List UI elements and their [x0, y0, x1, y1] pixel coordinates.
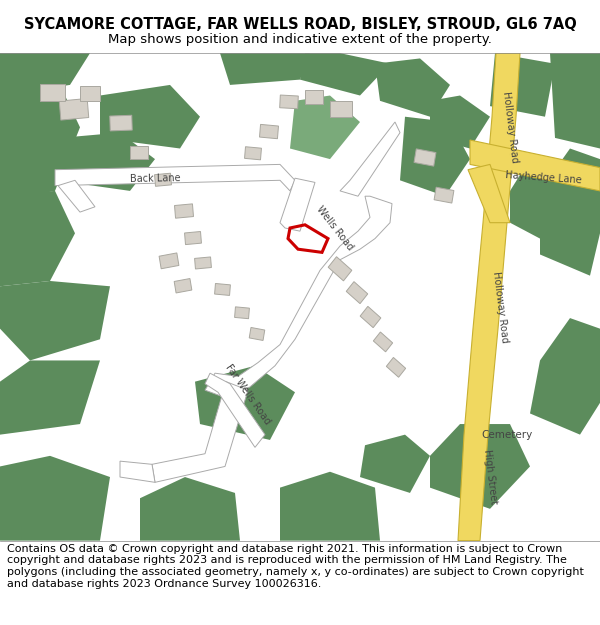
- Polygon shape: [530, 318, 600, 434]
- Text: Wells Road: Wells Road: [314, 204, 355, 252]
- Polygon shape: [0, 361, 100, 434]
- Polygon shape: [205, 373, 265, 448]
- Polygon shape: [470, 140, 600, 191]
- Polygon shape: [55, 164, 295, 191]
- Bar: [434, 188, 454, 203]
- Text: SYCAMORE COTTAGE, FAR WELLS ROAD, BISLEY, STROUD, GL6 7AQ: SYCAMORE COTTAGE, FAR WELLS ROAD, BISLEY…: [23, 17, 577, 32]
- Polygon shape: [375, 58, 450, 117]
- Polygon shape: [280, 472, 380, 541]
- Text: Far Wells Road: Far Wells Road: [224, 362, 272, 426]
- Text: Holloway Road: Holloway Road: [500, 91, 520, 164]
- Text: Back Lane: Back Lane: [130, 173, 181, 184]
- Bar: [174, 279, 192, 293]
- Text: Map shows position and indicative extent of the property.: Map shows position and indicative extent…: [108, 32, 492, 46]
- Bar: [249, 328, 265, 341]
- Polygon shape: [152, 382, 248, 482]
- Bar: [235, 307, 250, 319]
- Polygon shape: [400, 117, 470, 196]
- Bar: [175, 204, 193, 218]
- Polygon shape: [360, 434, 430, 493]
- Text: High Street: High Street: [482, 449, 499, 505]
- Bar: [330, 101, 352, 117]
- Polygon shape: [280, 178, 315, 231]
- Polygon shape: [490, 53, 555, 117]
- Polygon shape: [300, 53, 390, 96]
- Polygon shape: [458, 53, 520, 541]
- Polygon shape: [430, 96, 490, 149]
- Bar: [280, 95, 298, 109]
- Polygon shape: [100, 85, 200, 149]
- Bar: [194, 257, 211, 269]
- Bar: [155, 173, 172, 186]
- Text: Contains OS data © Crown copyright and database right 2021. This information is : Contains OS data © Crown copyright and d…: [7, 544, 584, 589]
- Polygon shape: [290, 96, 360, 159]
- Polygon shape: [0, 191, 75, 286]
- Polygon shape: [430, 424, 530, 509]
- Polygon shape: [540, 149, 600, 276]
- Text: Cemetery: Cemetery: [481, 429, 533, 439]
- Polygon shape: [55, 132, 155, 191]
- Bar: [328, 257, 352, 281]
- Polygon shape: [195, 366, 295, 440]
- Bar: [373, 332, 392, 352]
- Bar: [110, 115, 132, 131]
- Bar: [40, 84, 65, 101]
- Bar: [159, 253, 179, 269]
- Text: Holloway Road: Holloway Road: [491, 271, 509, 344]
- Polygon shape: [0, 53, 90, 96]
- Bar: [130, 146, 148, 159]
- Bar: [260, 124, 278, 139]
- Bar: [80, 86, 100, 101]
- Bar: [305, 90, 323, 104]
- Polygon shape: [205, 196, 392, 398]
- Polygon shape: [0, 456, 110, 541]
- Bar: [59, 99, 89, 120]
- Polygon shape: [0, 281, 110, 361]
- Bar: [185, 231, 202, 244]
- Bar: [346, 282, 368, 304]
- Polygon shape: [340, 122, 400, 196]
- Polygon shape: [510, 159, 580, 244]
- Bar: [360, 306, 381, 328]
- Bar: [245, 147, 262, 160]
- Bar: [386, 357, 406, 377]
- Bar: [215, 284, 230, 296]
- Bar: [414, 149, 436, 166]
- Polygon shape: [0, 74, 80, 201]
- Text: Hayhedge Lane: Hayhedge Lane: [505, 171, 583, 186]
- Polygon shape: [120, 461, 155, 482]
- Polygon shape: [58, 180, 95, 212]
- Polygon shape: [550, 53, 600, 149]
- Polygon shape: [468, 164, 510, 222]
- Polygon shape: [220, 53, 310, 85]
- Polygon shape: [140, 477, 240, 541]
